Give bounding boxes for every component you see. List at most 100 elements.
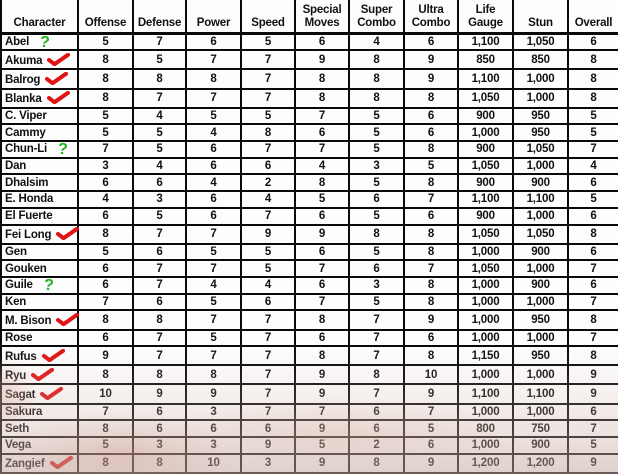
stat-cell: 7 <box>567 140 618 159</box>
stat-cell: 1,100 <box>457 31 514 52</box>
stat-cell: 6 <box>240 156 296 176</box>
check-icon <box>45 71 69 86</box>
character-name: E. Honda <box>5 193 54 206</box>
stat-cell: 9 <box>403 452 459 474</box>
character-name-cell: Cammy <box>0 123 79 142</box>
character-name-cell: M. Bison <box>0 309 80 331</box>
stat-cell: 950 <box>512 345 569 367</box>
character-name-cell: Akuma <box>0 49 79 71</box>
stat-cell: 850 <box>457 49 514 71</box>
stat-cell: 9 <box>132 383 187 405</box>
stat-cell: 7 <box>240 309 296 331</box>
stat-cell: 5 <box>132 123 187 142</box>
stat-cell: 7 <box>348 345 405 367</box>
stat-cell: 2 <box>348 435 405 455</box>
stat-cell: 6 <box>403 123 459 142</box>
character-name: Ken <box>5 296 27 309</box>
stat-cell: 9 <box>294 223 350 245</box>
stat-cell: 8 <box>240 123 296 142</box>
stat-cell: 7 <box>132 87 187 109</box>
stat-cell: 7 <box>132 31 187 52</box>
stat-cell: 1,100 <box>512 383 569 405</box>
stat-cell: 1,100 <box>457 190 514 209</box>
character-name-cell: Seth <box>0 419 79 438</box>
stat-cell: 6 <box>294 328 350 348</box>
character-name-cell: Rose <box>0 328 79 348</box>
stat-cell: 7 <box>185 223 242 245</box>
column-header-character: Character <box>0 0 79 35</box>
stat-cell: 5 <box>240 106 296 126</box>
stat-cell: 6 <box>240 419 296 438</box>
stat-cell: 8 <box>77 49 134 71</box>
stat-cell: 8 <box>403 242 459 262</box>
stat-cell: 1,000 <box>457 123 514 142</box>
stat-cell: 5 <box>132 49 187 71</box>
stat-cell: 8 <box>132 68 187 90</box>
stat-cell: 9 <box>403 68 459 90</box>
stat-cell: 8 <box>185 68 242 90</box>
column-header-speed: Speed <box>240 0 296 35</box>
character-name-cell: Rufus <box>0 345 79 367</box>
stat-cell: 8 <box>567 87 618 109</box>
stat-cell: 6 <box>294 242 350 262</box>
stat-cell: 1,050 <box>457 259 514 278</box>
character-name-cell: C. Viper <box>0 106 79 126</box>
stat-cell: 1,000 <box>457 328 514 348</box>
stat-cell: 7 <box>567 328 618 348</box>
stat-cell: 9 <box>403 309 459 331</box>
character-name-cell: Guile? <box>0 276 79 295</box>
stat-cell: 4 <box>77 190 134 209</box>
stat-cell: 8 <box>567 49 618 71</box>
stat-cell: 8 <box>348 364 405 386</box>
stat-cell: 9 <box>294 364 350 386</box>
character-name-cell: Blanka <box>0 87 79 109</box>
stat-cell: 7 <box>348 309 405 331</box>
character-name: Sakura <box>5 405 43 418</box>
stat-cell: 1,000 <box>512 87 569 109</box>
table-row: Vega 5 3 3 9 5 2 6 1,000 900 5 <box>0 435 618 455</box>
stat-cell: 6 <box>348 259 405 278</box>
stat-cell: 8 <box>567 223 618 245</box>
character-name-cell: Vega <box>0 435 79 455</box>
stat-cell: 6 <box>185 156 242 176</box>
check-icon <box>49 456 73 470</box>
table-row: Sakura 7 6 3 7 7 6 7 1,000 1,000 6 <box>0 402 618 422</box>
stat-cell: 5 <box>77 123 134 142</box>
stat-cell: 8 <box>294 68 350 90</box>
stat-cell: 7 <box>403 259 459 278</box>
stat-cell: 7 <box>294 140 350 159</box>
table-row: El Fuerte 6 5 6 7 6 5 6 900 1,000 6 <box>0 206 618 226</box>
table-row: C. Viper 5 4 5 5 7 5 6 900 950 5 <box>0 106 618 126</box>
stat-cell: 7 <box>185 49 242 71</box>
stat-cell: 8 <box>77 309 134 331</box>
stat-cell: 1,000 <box>512 206 569 226</box>
stat-cell: 900 <box>457 106 514 126</box>
stat-cell: 8 <box>403 276 459 295</box>
character-name: Guile <box>5 279 33 292</box>
table-row: Ryu 8 8 8 7 9 8 10 1,000 1,000 9 <box>0 364 618 386</box>
stat-cell: 5 <box>185 292 242 312</box>
stat-cell: 6 <box>77 259 134 278</box>
stat-cell: 1,000 <box>512 68 569 90</box>
table-row: Rose 6 7 5 7 6 7 6 1,000 1,000 7 <box>0 328 618 348</box>
stat-cell: 900 <box>512 435 569 455</box>
check-icon <box>31 367 55 382</box>
stat-cell: 9 <box>567 383 618 405</box>
stat-cell: 7 <box>240 140 296 159</box>
table-row: Gen 5 6 5 5 6 5 8 1,000 900 6 <box>0 242 618 262</box>
stat-cell: 1,000 <box>512 364 569 386</box>
character-name-cell: Dan <box>0 156 79 176</box>
stat-cell: 1,050 <box>457 87 514 109</box>
stat-cell: 5 <box>77 106 134 126</box>
stat-cell: 4 <box>240 190 296 209</box>
stat-cell: 6 <box>567 173 618 193</box>
stat-cell: 4 <box>240 276 296 295</box>
character-name: Fei Long <box>5 229 52 242</box>
stat-cell: 8 <box>294 173 350 193</box>
stat-cell: 5 <box>348 242 405 262</box>
stat-cell: 7 <box>77 140 134 159</box>
stat-cell: 6 <box>132 173 187 193</box>
stat-cell: 8 <box>567 68 618 90</box>
stat-cell: 6 <box>132 292 187 312</box>
stat-cell: 6 <box>403 435 459 455</box>
